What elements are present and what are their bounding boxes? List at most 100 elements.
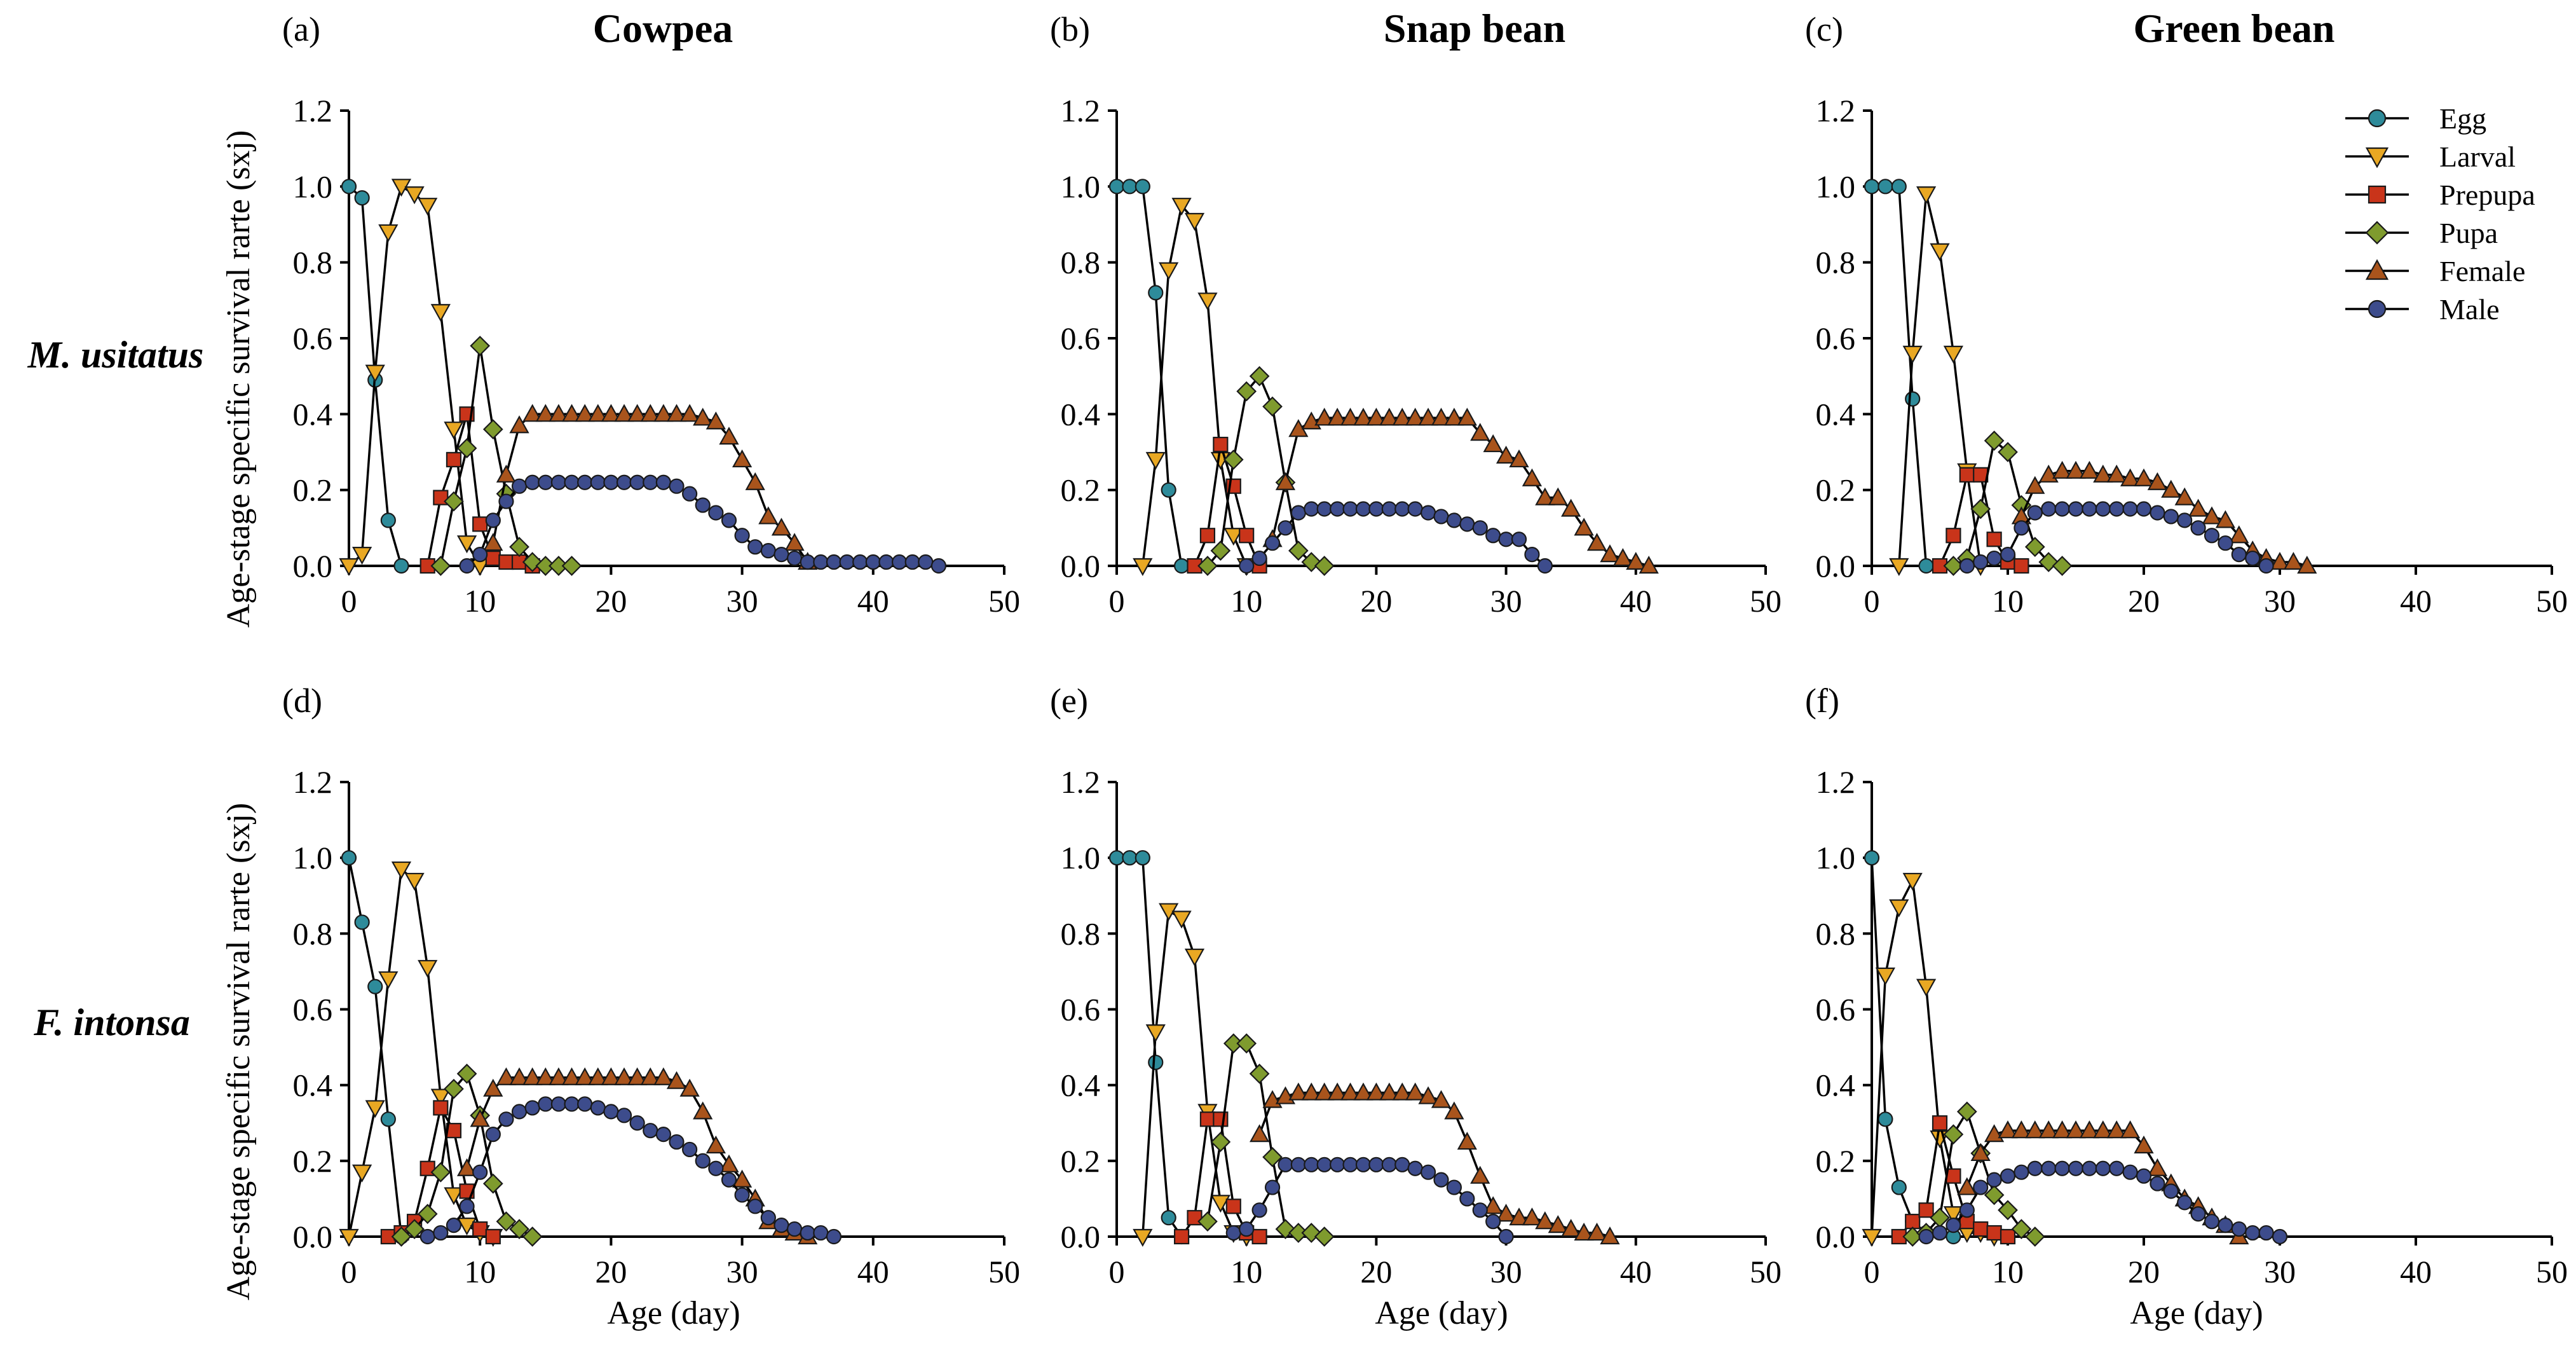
y-tick-label: 1.2: [293, 764, 333, 800]
x-axis-title-e: Age (day): [1375, 1295, 1508, 1331]
data-point-female: [456, 1158, 477, 1176]
data-point-female: [522, 404, 543, 422]
panel-e: (e) 0.0 0.2 0.4 0.6 0.8 1.0 1.2 0 10 20 30 40 50: [1050, 682, 1782, 1289]
data-point-female: [1998, 1120, 2018, 1139]
y-tick-label: 1.0: [1816, 168, 1856, 204]
data-point-female: [1496, 445, 1516, 464]
data-point-male: [629, 474, 645, 490]
data-point-larval: [1210, 1195, 1230, 1213]
x-tick-label: 40: [2400, 583, 2432, 619]
data-point-egg: [367, 979, 383, 994]
data-point-male: [616, 1108, 632, 1123]
legend-marker-male: [2368, 299, 2387, 319]
data-point-female: [2283, 552, 2304, 570]
legend-marker-larval: [2365, 147, 2389, 168]
data-point-prepupa: [2000, 1228, 2016, 1245]
data-point-male: [839, 554, 855, 570]
data-point-male: [826, 1228, 842, 1245]
data-point-male: [1316, 1157, 1332, 1172]
legend-marker-prepupa: [2368, 185, 2387, 204]
data-point-male: [682, 1141, 698, 1158]
legend-item-prepupa: Prepupa: [2345, 179, 2535, 211]
data-point-male: [1537, 558, 1553, 574]
series-line-pupa: [1912, 1109, 2036, 1238]
data-point-female: [2297, 555, 2317, 574]
data-point-pupa: [1943, 556, 1964, 576]
data-point-prepupa: [472, 516, 488, 532]
data-point-larval: [1171, 910, 1192, 929]
data-point-larval: [1875, 967, 1896, 985]
data-point-male: [1946, 1218, 1961, 1233]
data-point-prepupa: [1251, 1228, 1267, 1245]
data-point-pupa: [522, 1226, 543, 1247]
data-point-egg: [1108, 179, 1125, 195]
data-point-pupa: [482, 1173, 503, 1194]
data-point-male: [1932, 1225, 1948, 1241]
data-point-pupa: [2024, 537, 2045, 558]
x-tick-label: 20: [595, 583, 627, 619]
data-point-male: [2041, 501, 2057, 517]
data-point-larval: [352, 1164, 372, 1183]
data-point-female: [1535, 1211, 1555, 1230]
series-larval: [1889, 186, 1991, 577]
data-point-male: [2163, 509, 2179, 525]
data-point-female: [1586, 533, 1607, 551]
data-point-male: [1381, 501, 1397, 517]
data-point-male: [1330, 1157, 1346, 1172]
data-point-male: [1239, 558, 1255, 574]
legend-item-female: Female: [2345, 255, 2525, 287]
data-point-pupa: [496, 1211, 517, 1232]
series-pupa: [1943, 430, 2073, 576]
data-point-pupa: [1262, 1147, 1283, 1167]
data-point-prepupa: [433, 1100, 449, 1116]
data-point-male: [498, 493, 514, 509]
data-point-male: [472, 1164, 488, 1180]
data-point-pupa: [391, 1226, 412, 1247]
y-tick-label: 0.6: [1816, 320, 1856, 356]
x-tick-label: 50: [1750, 583, 1782, 619]
data-point-female: [2079, 1120, 2100, 1139]
data-point-male: [446, 1218, 462, 1233]
legend-label: Pupa: [2439, 217, 2498, 249]
data-point-larval: [378, 224, 399, 242]
data-point-egg: [341, 179, 357, 195]
x-tick-label: 50: [988, 1254, 1020, 1289]
data-point-female: [784, 533, 805, 551]
data-point-prepupa: [1959, 467, 1975, 483]
data-point-male: [603, 474, 619, 490]
data-point-egg: [1148, 1054, 1164, 1071]
data-point-male: [2041, 1160, 2057, 1176]
data-point-female: [1561, 1219, 1581, 1237]
series-egg: [1108, 179, 1190, 574]
y-tick-label: 0.2: [1061, 1143, 1101, 1179]
data-point-male: [2204, 528, 2220, 544]
data-point-egg: [1161, 1210, 1176, 1226]
data-point-pupa: [1249, 366, 1270, 387]
data-point-pupa: [1998, 1200, 2018, 1221]
data-point-male: [1278, 520, 1293, 536]
data-point-pupa: [1210, 540, 1231, 561]
data-point-male: [800, 1225, 815, 1241]
data-point-female: [2161, 479, 2181, 498]
data-point-female: [470, 1109, 490, 1127]
data-point-pupa: [1998, 442, 2018, 462]
data-point-female: [1379, 408, 1400, 426]
data-point-female: [2215, 510, 2236, 528]
y-tick-label: 1.0: [1816, 840, 1856, 876]
data-point-male: [643, 474, 658, 490]
data-point-pupa: [509, 1219, 529, 1239]
data-point-female: [549, 1067, 569, 1085]
data-point-prepupa: [1918, 1202, 1934, 1218]
data-point-female: [2025, 476, 2045, 494]
data-point-male: [708, 505, 724, 521]
y-tick-label: 1.0: [1061, 840, 1101, 876]
data-point-female: [1288, 1082, 1309, 1101]
data-point-male: [2231, 546, 2247, 563]
data-point-female: [1314, 1082, 1335, 1101]
data-point-pupa: [444, 491, 464, 512]
data-point-female: [2079, 460, 2100, 479]
data-point-male: [1330, 501, 1346, 517]
legend-label: Female: [2439, 255, 2525, 287]
data-point-larval: [1223, 528, 1244, 546]
legend-marker-female: [2365, 259, 2389, 280]
